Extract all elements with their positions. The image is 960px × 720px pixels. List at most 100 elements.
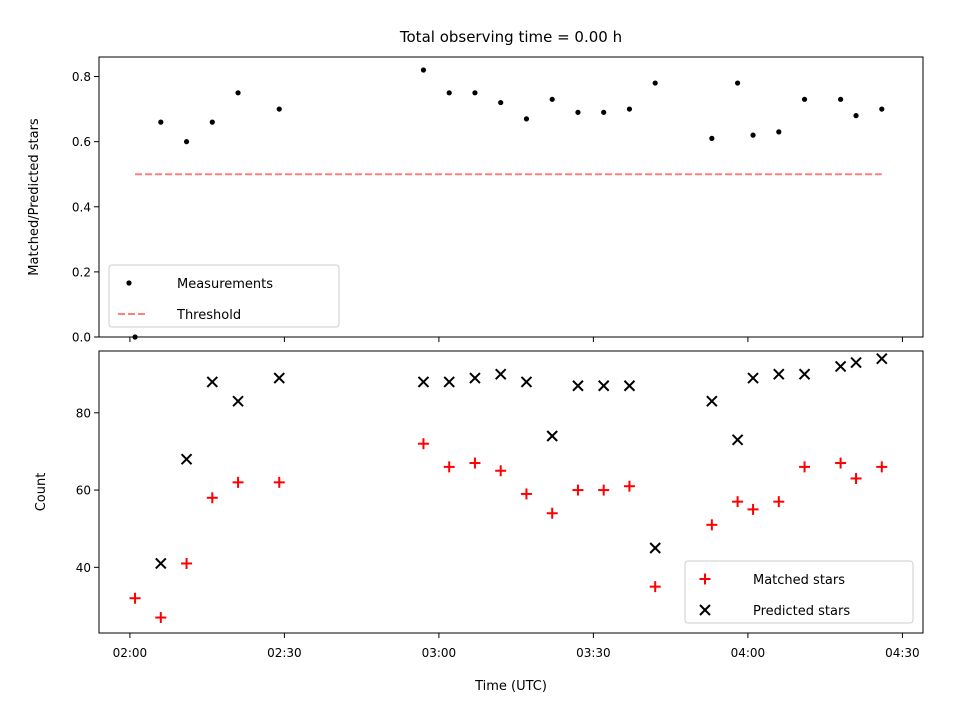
data-point (575, 109, 581, 115)
data-point (731, 434, 744, 446)
x-tick-label: 03:00 (422, 646, 457, 660)
data-point (735, 80, 741, 86)
legend-swatch (699, 573, 711, 585)
data-point (747, 372, 759, 384)
y-tick-label: 0.0 (72, 331, 91, 345)
data-point (446, 90, 452, 96)
legend: Matched stars Predicted stars (684, 560, 914, 624)
data-point (276, 106, 282, 112)
data-point (709, 135, 715, 141)
legend-box (684, 560, 914, 624)
legend-swatch (699, 604, 711, 616)
plot-frame (98, 56, 924, 338)
data-point (443, 461, 455, 473)
x-tick-label: 03:30 (576, 646, 611, 660)
data-point (834, 360, 847, 373)
data-point (649, 542, 661, 554)
legend: Measurements Threshold (108, 264, 340, 328)
data-point (469, 457, 481, 469)
data-point (876, 461, 888, 473)
legend-box (108, 264, 340, 328)
y-tick-label: 0.2 (72, 265, 91, 279)
data-point (155, 557, 167, 570)
data-point (623, 380, 636, 392)
data-point (498, 99, 504, 106)
panel-ratio: 0.0 0.2 0.4 0.6 0.8 Matched/Predicted stars Me… (27, 56, 924, 345)
x-tick-label: 02:00 (113, 646, 148, 660)
data-point (235, 90, 241, 96)
data-point (209, 119, 215, 125)
data-point (523, 116, 530, 122)
y-tick-label: 0.4 (72, 200, 91, 214)
data-point (417, 376, 430, 388)
panel-count: 40 60 80 02:00 02:30 03:00 03:30 04:00 04:30 Coun… (34, 350, 924, 660)
data-point (494, 368, 507, 380)
data-point (706, 395, 718, 407)
data-point (773, 368, 785, 380)
legend-label: Threshold (176, 308, 241, 323)
data-point (472, 90, 478, 96)
data-point (598, 484, 610, 496)
x-axis-label: Time (UTC) (474, 679, 547, 694)
chart-title: Total observing time = 0.00 h (399, 28, 622, 46)
data-point (549, 96, 555, 102)
data-point (232, 395, 244, 407)
data-point (747, 503, 759, 515)
data-layer (129, 353, 888, 624)
data-point (572, 484, 584, 496)
data-point (799, 461, 811, 473)
data-point (572, 380, 584, 392)
y-tick-label: 60 (76, 484, 91, 498)
x-tick-label: 04:30 (885, 646, 920, 660)
data-point (232, 476, 244, 488)
data-point (879, 106, 885, 112)
data-point (853, 113, 859, 119)
data-point (652, 80, 658, 86)
y-tick-label: 0.8 (72, 70, 91, 84)
data-point (206, 376, 219, 388)
data-point (273, 372, 285, 384)
data-point (597, 380, 610, 392)
data-point (206, 492, 218, 504)
data-point (623, 480, 635, 492)
data-point (520, 488, 532, 500)
data-point (495, 465, 507, 477)
data-point (601, 109, 607, 115)
data-point (876, 353, 888, 365)
legend-label: Matched stars (753, 573, 845, 588)
data-layer (132, 67, 885, 340)
legend-label: Measurements (177, 277, 273, 292)
y-axis-label: Count (34, 473, 49, 512)
data-point (180, 453, 193, 465)
data-point (417, 438, 429, 450)
data-point (181, 557, 193, 569)
data-point (273, 476, 285, 488)
data-point (546, 507, 558, 519)
data-point (850, 472, 862, 484)
y-tick-label: 80 (76, 406, 91, 420)
data-point (520, 376, 533, 388)
data-point (850, 356, 862, 369)
data-point (801, 96, 808, 102)
data-point (706, 519, 718, 531)
data-point (835, 457, 847, 469)
data-point (626, 106, 633, 112)
data-point (773, 496, 785, 508)
data-point (155, 612, 167, 624)
data-point (420, 67, 427, 73)
x-tick-label: 02:30 (267, 646, 302, 660)
y-tick-label: 0.6 (72, 135, 91, 149)
plot-frame (98, 350, 924, 634)
data-point (649, 581, 661, 593)
data-point (183, 139, 190, 145)
data-point (469, 372, 481, 384)
data-point (776, 129, 782, 135)
data-point (443, 376, 455, 388)
legend-swatch (126, 280, 132, 286)
y-axis-label: Matched/Predicted stars (27, 118, 42, 276)
data-point (732, 496, 744, 508)
legend-label: Predicted stars (753, 604, 850, 619)
data-point (750, 132, 756, 138)
x-tick-label: 04:00 (731, 646, 766, 660)
